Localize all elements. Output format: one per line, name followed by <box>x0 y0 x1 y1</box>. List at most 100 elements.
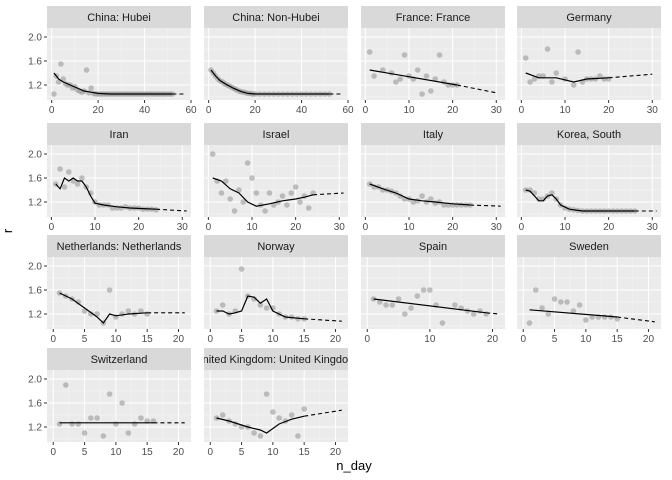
x-tick-label: 20 <box>173 334 185 345</box>
panel-data-group <box>209 151 344 214</box>
data-point <box>549 79 555 85</box>
panel-data-group <box>522 187 657 214</box>
data-point <box>526 320 533 326</box>
x-tick-label: 0 <box>50 447 56 458</box>
data-point <box>69 421 75 427</box>
x-tick-label: 30 <box>177 222 189 233</box>
data-point <box>236 187 242 193</box>
panel-data-group <box>366 181 501 208</box>
facet-title: China: Hubei <box>87 12 151 24</box>
data-point <box>288 412 295 418</box>
panel-data-group <box>526 287 655 326</box>
data-point <box>79 175 85 181</box>
x-tick-label: 20 <box>643 334 655 345</box>
panels-layer: China: Hubei 0 20 40 60 1.2 1.6 2.0 China: Non-H… <box>28 6 661 458</box>
data-point <box>371 73 377 79</box>
data-point <box>301 406 307 412</box>
data-point <box>305 205 312 211</box>
data-point <box>439 320 446 326</box>
data-point <box>544 46 551 52</box>
facet-panel: Iran 0 10 20 30 1.2 1.6 2.0 <box>28 123 191 233</box>
data-point <box>428 196 434 202</box>
data-point <box>427 287 433 293</box>
panel-background <box>361 257 505 329</box>
x-tick-label: 0 <box>363 222 369 233</box>
x-tick-label: 40 <box>296 105 308 116</box>
data-point <box>436 52 443 58</box>
x-tick-label: 10 <box>89 222 101 233</box>
data-point <box>583 317 589 323</box>
data-point <box>380 67 386 73</box>
x-tick-label: 30 <box>491 105 503 116</box>
x-tick-label: 5 <box>239 447 245 458</box>
facet-panel: Germany 0 10 20 30 <box>517 6 661 116</box>
trend-line <box>486 312 499 315</box>
data-point <box>88 311 94 317</box>
panel-background <box>517 145 661 217</box>
trend-line <box>304 318 342 322</box>
data-point <box>74 181 81 187</box>
x-tick-label: 10 <box>559 105 571 116</box>
data-point <box>81 430 88 436</box>
facet-title: Switzerland <box>91 354 148 366</box>
data-point <box>570 308 577 314</box>
x-tick-label: 5 <box>82 334 88 345</box>
x-tick-label: 10 <box>424 334 436 345</box>
data-point <box>402 311 408 317</box>
facet-title: Germany <box>566 12 612 24</box>
data-point <box>428 88 434 94</box>
x-tick-label: 60 <box>185 105 197 116</box>
data-point <box>113 421 119 427</box>
panel-background <box>204 370 348 442</box>
trend-line <box>313 192 344 196</box>
data-point <box>477 308 483 314</box>
data-point <box>420 287 427 293</box>
data-point <box>276 415 282 421</box>
x-tick-label: 20 <box>330 447 342 458</box>
data-point <box>419 91 425 97</box>
facet-panel: Italy 0 10 20 30 <box>361 123 505 233</box>
x-tick-label: 0 <box>49 222 55 233</box>
panel-data-group <box>366 49 497 97</box>
data-point <box>88 415 94 421</box>
data-point <box>51 91 57 97</box>
panel-data-group <box>213 391 342 439</box>
data-point <box>558 299 564 305</box>
data-point <box>452 302 458 308</box>
facet-panel: France: France 0 10 20 30 <box>361 6 505 116</box>
data-point <box>605 76 612 82</box>
data-point <box>138 415 144 421</box>
data-point <box>56 421 63 427</box>
x-tick-label: 10 <box>246 222 258 233</box>
facet-strip <box>47 348 191 370</box>
data-point <box>83 67 90 73</box>
panel-background <box>517 257 661 329</box>
panel-background <box>361 28 505 100</box>
y-tick-label: 1.2 <box>28 198 42 209</box>
x-tick-label: 15 <box>299 334 311 345</box>
data-point <box>88 85 94 91</box>
x-tick-label: 10 <box>267 334 279 345</box>
x-tick-label: 0 <box>519 105 525 116</box>
x-tick-label: 0 <box>49 105 55 116</box>
x-tick-label: 20 <box>93 105 105 116</box>
x-tick-label: 0 <box>207 334 213 345</box>
facet-title: Sweden <box>569 241 609 253</box>
x-tick-label: 5 <box>552 334 558 345</box>
data-point <box>138 308 144 314</box>
x-tick-label: 20 <box>603 105 615 116</box>
smooth-line <box>525 72 609 83</box>
panel-data-group <box>51 61 187 97</box>
data-point <box>570 82 577 88</box>
facet-panel: Spain 0 10 20 <box>361 235 505 345</box>
x-tick-label: 10 <box>267 447 279 458</box>
x-tick-label: 5 <box>82 447 88 458</box>
x-tick-label: 10 <box>403 222 415 233</box>
x-tick-label: 0 <box>50 334 56 345</box>
x-tick-label: 0 <box>520 334 526 345</box>
panel-background <box>204 28 348 100</box>
smooth-line <box>369 69 458 86</box>
x-tick-label: 20 <box>447 222 459 233</box>
smooth-line <box>53 72 173 95</box>
